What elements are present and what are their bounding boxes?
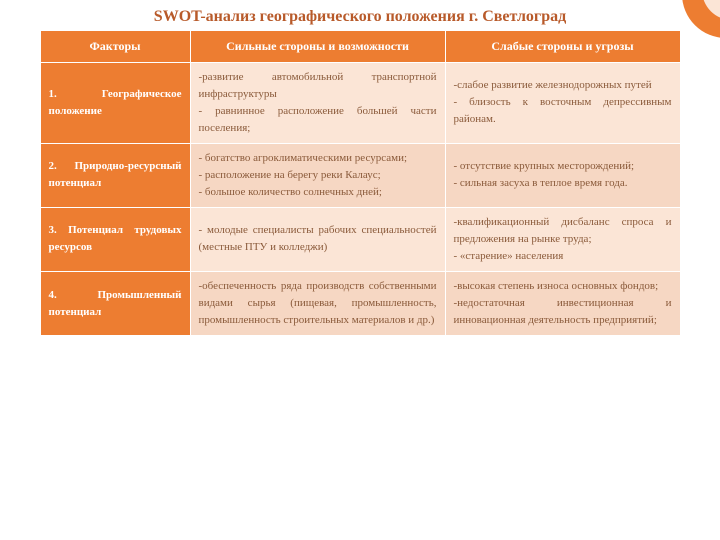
strengths-cell: -обеспеченность ряда производств собстве… [190,272,445,336]
table-row: 2. Природно-ресурсный потенциал- богатст… [40,143,680,207]
table-row: 4. Промышленный потенциал-обеспеченность… [40,272,680,336]
factor-cell: 3. Потенциал трудовых ресурсов [40,207,190,271]
col-header-factors: Факторы [40,31,190,63]
table-row: 1. Географическое положение-развитие авт… [40,62,680,143]
weaknesses-cell: -высокая степень износа основных фондов;… [445,272,680,336]
factor-cell: 1. Географическое положение [40,62,190,143]
col-header-strengths: Сильные стороны и возможности [190,31,445,63]
weaknesses-cell: -слабое развитие железнодорожных путей- … [445,62,680,143]
swot-table: Факторы Сильные стороны и возможности Сл… [40,30,681,336]
weaknesses-cell: -квалификационный дисбаланс спроса и пре… [445,207,680,271]
strengths-cell: -развитие автомобильной транспортной инф… [190,62,445,143]
col-header-weaknesses: Слабые стороны и угрозы [445,31,680,63]
factor-cell: 2. Природно-ресурсный потенциал [40,143,190,207]
table-row: 3. Потенциал трудовых ресурсов- молодые … [40,207,680,271]
weaknesses-cell: - отсутствие крупных месторождений;- сил… [445,143,680,207]
strengths-cell: - молодые специалисты рабочих специально… [190,207,445,271]
factor-cell: 4. Промышленный потенциал [40,272,190,336]
table-header-row: Факторы Сильные стороны и возможности Сл… [40,31,680,63]
strengths-cell: - богатство агроклиматическими ресурсами… [190,143,445,207]
page-title: SWOT-анализ географического положения г.… [0,0,720,30]
